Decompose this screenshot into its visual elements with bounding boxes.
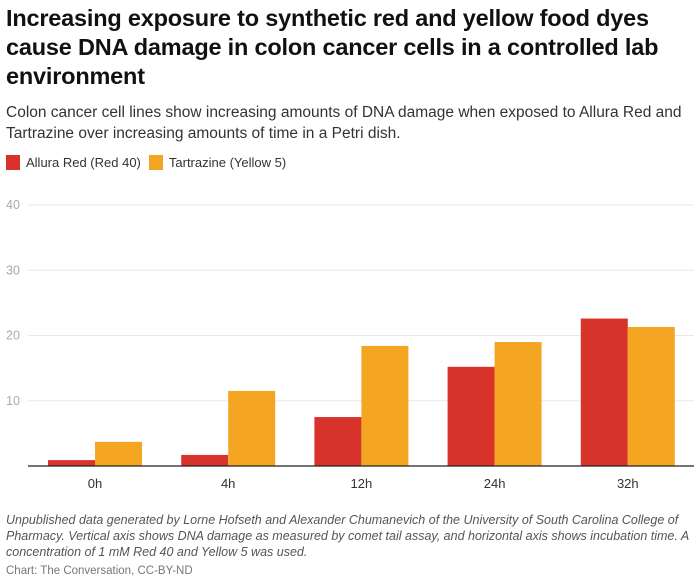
legend-label-tartrazine: Tartrazine (Yellow 5) bbox=[168, 155, 287, 170]
bar-allura-red-12h bbox=[314, 417, 362, 466]
chart-subtitle: Colon cancer cell lines show increasing … bbox=[6, 104, 682, 142]
y-tick-label-40: 40 bbox=[6, 198, 20, 212]
chart-footnote: Unpublished data generated by Lorne Hofs… bbox=[6, 513, 689, 559]
legend: Allura Red (Red 40) Tartrazine (Yellow 5… bbox=[6, 155, 294, 170]
bar-chart: 10 20 30 40 0h 4h 12h 24h 32h bbox=[6, 198, 694, 490]
bar-allura-red-24h bbox=[447, 366, 495, 466]
bar-allura-red-4h bbox=[181, 454, 229, 466]
bar-tartrazine-12h bbox=[361, 345, 409, 466]
legend-swatch-red bbox=[6, 155, 20, 170]
legend-swatch-yellow bbox=[148, 155, 163, 170]
bar-allura-red-0h bbox=[48, 460, 95, 466]
y-tick-label-30: 30 bbox=[6, 263, 20, 277]
legend-item-allura-red: Allura Red (Red 40) bbox=[6, 155, 141, 170]
bar-tartrazine-0h bbox=[95, 441, 142, 466]
legend-label-allura-red: Allura Red (Red 40) bbox=[26, 155, 141, 170]
bar-tartrazine-4h bbox=[228, 390, 276, 466]
bar-tartrazine-24h bbox=[494, 342, 542, 466]
x-tick-label-32h: 32h bbox=[617, 476, 639, 490]
x-tick-label-24h: 24h bbox=[484, 476, 506, 490]
chart-title: Increasing exposure to synthetic red and… bbox=[6, 5, 659, 89]
x-tick-label-4h: 4h bbox=[221, 476, 235, 490]
chart-credit: Chart: The Conversation, CC-BY-ND bbox=[6, 565, 193, 577]
x-tick-label-0h: 0h bbox=[88, 476, 102, 490]
y-tick-label-10: 10 bbox=[6, 394, 20, 408]
bar-allura-red-32h bbox=[580, 318, 628, 466]
y-tick-label-20: 20 bbox=[6, 329, 20, 343]
x-tick-label-12h: 12h bbox=[351, 476, 373, 490]
legend-item-tartrazine: Tartrazine (Yellow 5) bbox=[148, 155, 287, 170]
bar-tartrazine-32h bbox=[627, 327, 675, 466]
